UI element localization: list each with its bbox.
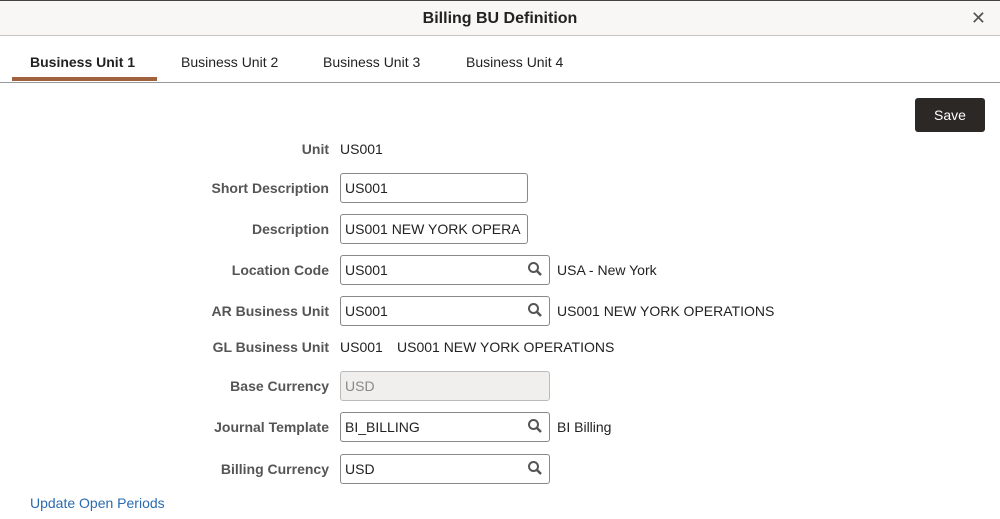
unit-value: US001 [340,141,383,157]
location-code-row: Location Code US001 USA - New York [0,255,1000,285]
short-description-label: Short Description [211,180,329,196]
journal-template-value: BI_BILLING [345,419,420,435]
billing-currency-label: Billing Currency [220,461,329,477]
short-description-input[interactable]: US001 [340,173,528,203]
short-description-row: Short Description US001 [0,173,1000,203]
unit-row: Unit US001 [0,134,1000,164]
location-description: USA - New York [557,262,657,278]
unit-label: Unit [301,141,329,157]
ar-business-unit-input[interactable]: US001 [340,296,550,326]
gl-business-unit-value: US001 [340,339,383,355]
dialog-header: Billing BU Definition ✕ [0,0,1000,36]
dialog-title: Billing BU Definition [422,10,578,27]
ar-business-unit-label: AR Business Unit [211,303,329,319]
description-row: Description US001 NEW YORK OPERA [0,214,1000,244]
search-icon[interactable] [527,261,543,277]
active-tab-indicator [12,77,157,81]
tab-business-unit-1[interactable]: Business Unit 1 [30,54,136,70]
ar-business-unit-row: AR Business Unit US001 US001 NEW YORK OP… [0,296,1000,326]
search-icon[interactable] [527,460,543,476]
tab-bar: Business Unit 1 Business Unit 2 Business… [0,36,1000,83]
journal-template-label: Journal Template [214,419,329,435]
tab-business-unit-4[interactable]: Business Unit 4 [466,54,564,70]
tab-business-unit-2[interactable]: Business Unit 2 [181,54,279,70]
gl-business-unit-description: US001 NEW YORK OPERATIONS [397,339,615,355]
save-button[interactable]: Save [915,98,985,132]
location-code-value: US001 [345,262,388,278]
gl-business-unit-label: GL Business Unit [212,339,329,355]
journal-template-input[interactable]: BI_BILLING [340,412,550,442]
location-code-label: Location Code [231,262,329,278]
journal-template-row: Journal Template BI_BILLING BI Billing [0,412,1000,442]
base-currency-input: USD [340,371,550,401]
close-icon[interactable]: ✕ [970,8,986,28]
search-icon[interactable] [527,418,543,434]
billing-currency-row: Billing Currency USD [0,454,1000,484]
ar-business-unit-description: US001 NEW YORK OPERATIONS [557,303,775,319]
gl-business-unit-row: GL Business Unit US001 US001 NEW YORK OP… [0,332,1000,362]
tab-business-unit-3[interactable]: Business Unit 3 [323,54,421,70]
base-currency-row: Base Currency USD [0,371,1000,401]
description-label: Description [251,221,329,237]
billing-currency-input[interactable]: USD [340,454,550,484]
location-code-input[interactable]: US001 [340,255,550,285]
billing-currency-value: USD [345,461,375,477]
journal-template-description: BI Billing [557,419,612,435]
description-input[interactable]: US001 NEW YORK OPERA [340,214,528,244]
ar-business-unit-value: US001 [345,303,388,319]
search-icon[interactable] [527,302,543,318]
update-open-periods-link[interactable]: Update Open Periods [30,495,165,511]
base-currency-label: Base Currency [230,378,329,394]
